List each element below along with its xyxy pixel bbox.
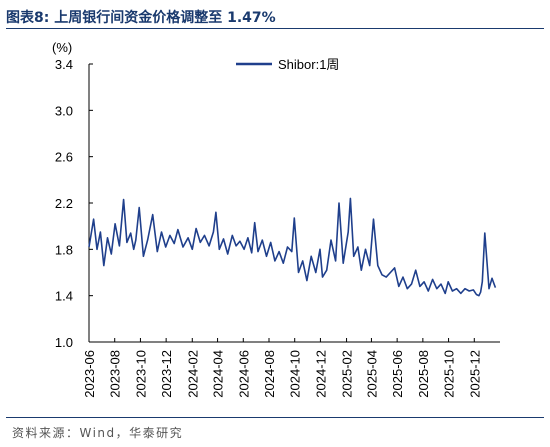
y-tick-label: 3.4 <box>55 57 73 72</box>
x-tick-label: 2024-08 <box>262 350 277 398</box>
legend-label: Shibor:1周 <box>278 57 339 72</box>
x-tick-label: 2024-06 <box>236 350 251 398</box>
y-tick-label: 2.2 <box>55 196 73 211</box>
x-tick-label: 2023-06 <box>82 350 97 398</box>
y-tick-label: 1.0 <box>55 335 73 350</box>
x-tick-label: 2024-04 <box>211 350 226 398</box>
x-tick-label: 2025-02 <box>340 350 355 398</box>
x-tick-label: 2025-10 <box>442 350 457 398</box>
x-tick-label: 2025-06 <box>390 350 405 398</box>
x-tick-label: 2023-12 <box>159 350 174 398</box>
series-line-shibor-1w <box>88 197 497 297</box>
x-tick-label: 2023-08 <box>108 350 123 398</box>
y-tick-label: 1.4 <box>55 289 73 304</box>
title-divider <box>6 28 544 29</box>
x-tick-label: 2025-12 <box>467 350 482 398</box>
x-tick-label: 2024-10 <box>288 350 303 398</box>
tick-labels: (%) 1.0 1.4 1.8 2.2 2.6 3.0 3.4 2023-06 2023-08 20… <box>52 40 482 398</box>
source-divider <box>6 417 544 418</box>
y-tick-label: 2.6 <box>55 150 73 165</box>
x-tick-label: 2024-12 <box>313 350 328 398</box>
y-axis-unit-label: (%) <box>52 40 72 55</box>
x-tick-label: 2023-10 <box>133 350 148 398</box>
source-note: 资料来源：Wind，华泰研究 <box>12 426 184 440</box>
y-tick-label: 1.8 <box>55 242 73 257</box>
legend: Shibor:1周 <box>236 57 339 72</box>
x-tick-label: 2025-04 <box>364 350 379 398</box>
chart-title: 图表8: 上周银行间资金价格调整至 1.47% <box>6 10 276 26</box>
axes <box>88 63 500 343</box>
series-lines <box>88 197 497 297</box>
x-tick-label: 2024-02 <box>185 350 200 398</box>
x-tick-label: 2025-08 <box>416 350 431 398</box>
y-tick-label: 3.0 <box>55 103 73 118</box>
